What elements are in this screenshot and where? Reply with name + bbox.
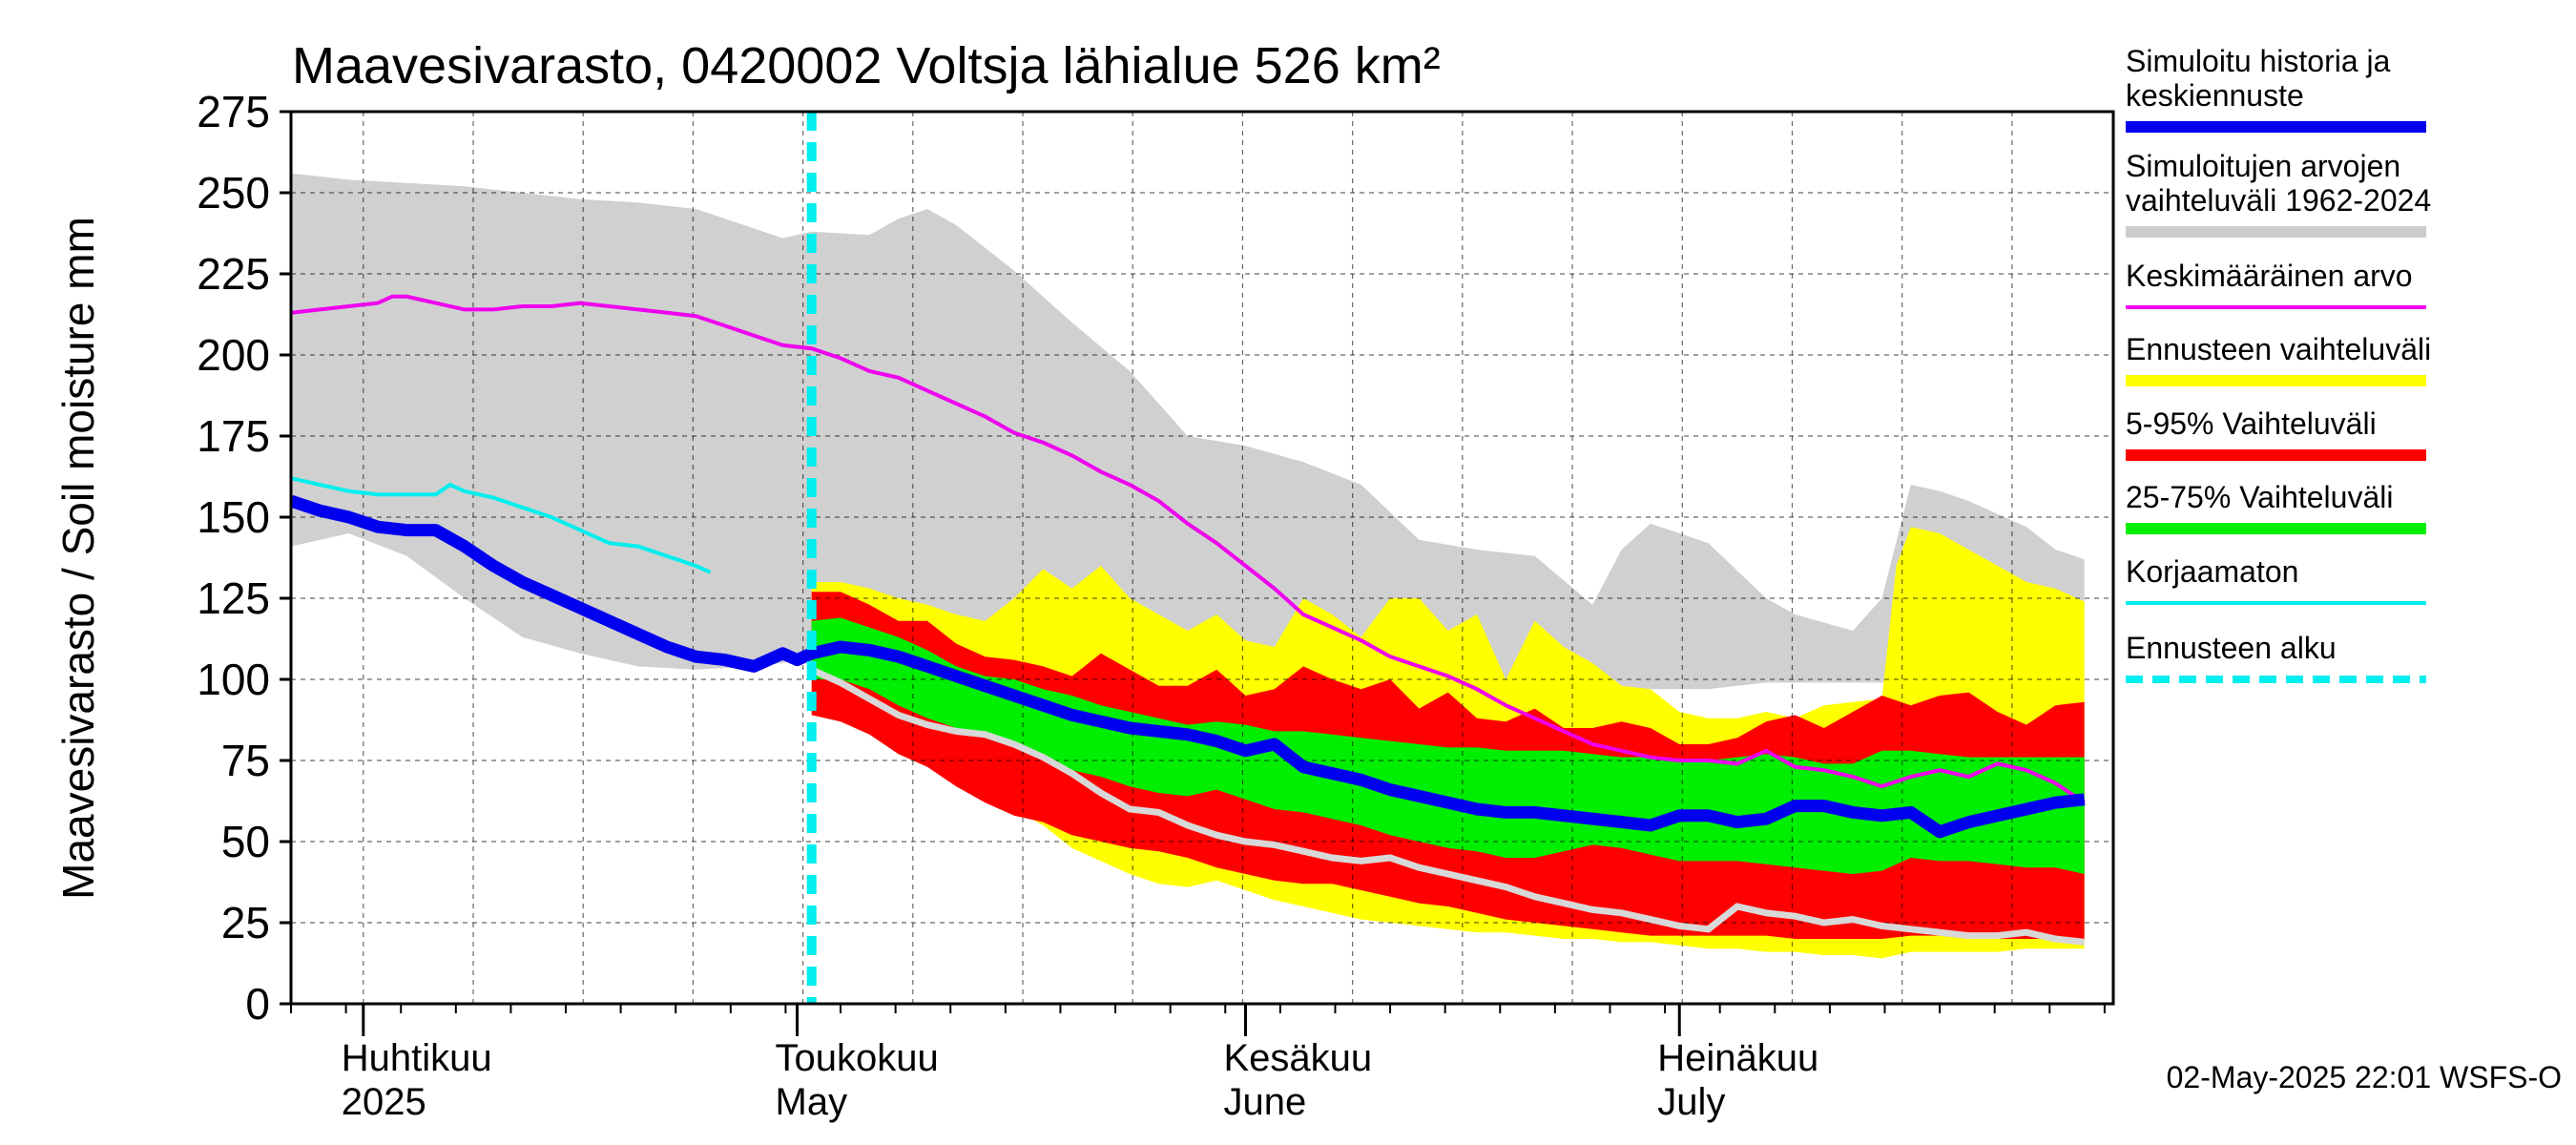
month-label: Kesäkuu xyxy=(1223,1037,1372,1079)
legend-label: Ennusteen vaihteluväli xyxy=(2126,332,2431,366)
month-label: Huhtikuu xyxy=(342,1037,492,1079)
history-and-median-forecast-line xyxy=(291,494,2086,839)
y-tick-label: 75 xyxy=(221,736,270,785)
plot-frame xyxy=(289,110,2115,1006)
month-label: Heinäkuu xyxy=(1657,1037,1818,1079)
y-tick-label: 250 xyxy=(197,168,270,218)
y-axis-label: Maavesivarasto / Soil moisture mm xyxy=(53,217,103,900)
y-axis: 0 25 50 75 100 125 150 175 200 225 250 275 xyxy=(197,87,291,1029)
historical-range-area xyxy=(291,173,2085,697)
legend-label: Keskimääräinen arvo xyxy=(2126,259,2413,293)
y-tick-label: 150 xyxy=(197,492,270,542)
grey-member-line xyxy=(810,666,2086,946)
month-label: Toukokuu xyxy=(776,1037,939,1079)
month-sublabel: June xyxy=(1223,1081,1306,1123)
y-tick-label: 225 xyxy=(197,249,270,299)
legend-label: Ennusteen alku xyxy=(2126,631,2337,665)
legend-label: 25-75% Vaihteluväli xyxy=(2126,480,2393,514)
y-tick-label: 50 xyxy=(221,817,270,866)
y-tick-label: 0 xyxy=(245,979,270,1029)
uncorrected-line xyxy=(291,476,712,574)
y-tick-label: 25 xyxy=(221,898,270,947)
month-sublabel: May xyxy=(776,1081,848,1123)
timestamp-footer: 02-May-2025 22:01 WSFS-O xyxy=(2167,1060,2562,1094)
month-sublabel: 2025 xyxy=(342,1081,426,1123)
chart-title: Maavesivarasto, 0420002 Voltsja lähialue… xyxy=(292,37,1441,94)
y-tick-label: 100 xyxy=(197,655,270,704)
band-25-75 xyxy=(811,617,2085,874)
legend-label: Korjaamaton xyxy=(2126,554,2298,589)
legend-label: Simuloitujen arvojen vaihteluväli 1962-20… xyxy=(2126,149,2431,218)
y-tick-label: 175 xyxy=(197,411,270,461)
y-tick-label: 200 xyxy=(197,330,270,380)
legend-label: Simuloitu historia ja keskiennuste xyxy=(2126,44,2391,113)
y-tick-label: 275 xyxy=(197,87,270,136)
y-tick-label: 125 xyxy=(197,573,270,623)
legend: Simuloitu historia ja keskiennuste Simuloi… xyxy=(2126,44,2431,683)
legend-label: 5-95% Vaihteluväli xyxy=(2126,406,2377,441)
mean-value-line xyxy=(291,294,2086,804)
month-sublabel: July xyxy=(1657,1081,1725,1123)
plot-area xyxy=(291,112,2113,1004)
